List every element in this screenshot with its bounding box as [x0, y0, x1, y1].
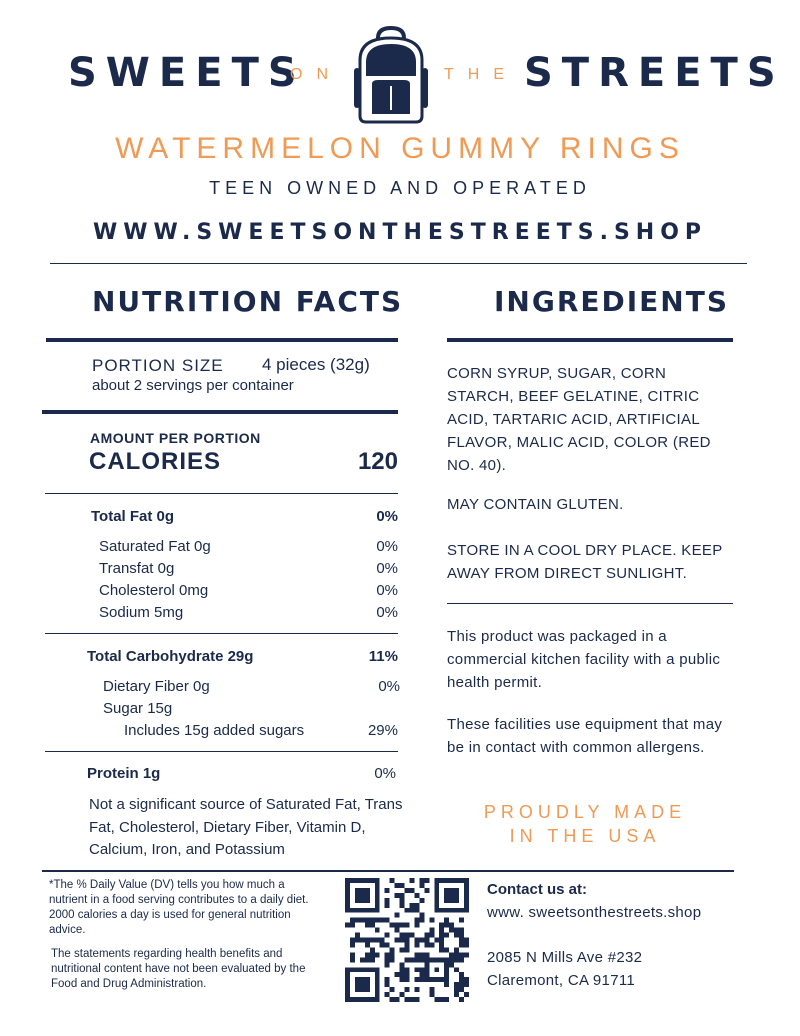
nutrition-rule-mid — [42, 410, 398, 414]
servings-text: about 2 servings per container — [92, 377, 294, 394]
ingredients-list: CORN SYRUP, SUGAR, CORN STARCH, BEEF GEL… — [447, 365, 711, 474]
ingredients-title: INGREDIENTS — [494, 285, 730, 318]
dietary-fiber-label: Dietary Fiber 0g — [103, 678, 210, 695]
rule-1 — [45, 493, 398, 494]
brand-streets: STREETS — [524, 50, 785, 96]
portion-label: PORTION SIZE — [92, 356, 224, 375]
header-divider — [50, 263, 747, 264]
cholesterol-label: Cholesterol 0mg — [99, 582, 209, 599]
sodium-label: Sodium 5mg — [99, 604, 184, 621]
website-link[interactable]: WWW.SWEETSONTHESTREETS.SHOP — [92, 220, 708, 245]
transfat-label: Transfat 0g — [99, 560, 175, 577]
transfat-value: 0% — [376, 560, 398, 577]
nutrition-title: NUTRITION FACTS — [92, 285, 404, 318]
daily-value-note: *The % Daily Value (DV) tells you how mu… — [49, 879, 309, 936]
footer-divider — [42, 870, 734, 872]
saturated-fat-label: Saturated Fat 0g — [99, 538, 211, 555]
saturated-fat-value: 0% — [376, 538, 398, 555]
cholesterol-value: 0% — [376, 582, 398, 599]
qr-code-icon[interactable] — [345, 878, 469, 1002]
total-carb-label: Total Carbohydrate 29g — [87, 648, 254, 665]
rule-3 — [45, 751, 398, 752]
amount-label: AMOUNT PER PORTION — [90, 430, 261, 446]
product-name: WATERMELON GUMMY RINGS — [115, 132, 685, 165]
allergen-statement: These facilities use equipment that may … — [447, 716, 723, 756]
portion-value: 4 pieces (32g) — [262, 355, 370, 374]
added-sugars-label: Includes 15g added sugars — [124, 722, 305, 739]
nutrition-note: Not a significant source of Saturated Fa… — [89, 796, 403, 858]
gluten-warning: MAY CONTAIN GLUTEN. — [447, 496, 624, 513]
backpack-icon — [352, 24, 430, 124]
ingredients-divider — [447, 603, 733, 604]
contact-website[interactable]: www. sweetsonthestreets.shop — [487, 904, 702, 921]
contact-label: Contact us at: — [487, 881, 588, 898]
tagline: TEEN OWNED AND OPERATED — [209, 178, 591, 198]
brand-the: THE — [444, 66, 518, 83]
rule-2 — [45, 633, 398, 634]
protein-label: Protein 1g — [87, 765, 161, 782]
facility-statement: This product was packaged in a commercia… — [447, 628, 721, 691]
total-fat-label: Total Fat 0g — [91, 508, 175, 525]
calories-label: CALORIES — [89, 448, 222, 475]
address-line2: Claremont, CA 91711 — [487, 972, 636, 989]
added-sugars-value: 29% — [367, 722, 398, 739]
sugar-label: Sugar 15g — [103, 700, 173, 717]
ingredients-rule-top — [447, 338, 733, 342]
brand-sweets: SWEETS — [68, 50, 306, 96]
calories-value: 120 — [357, 448, 398, 475]
brand-on: ON — [290, 66, 342, 83]
dietary-fiber-value: 0% — [378, 678, 400, 695]
made-in-usa-line1: PROUDLY MADE — [483, 802, 687, 822]
address-line1: 2085 N Mills Ave #232 — [487, 949, 643, 966]
storage-instructions: STORE IN A COOL DRY PLACE. KEEP AWAY FRO… — [447, 542, 723, 582]
sodium-value: 0% — [376, 604, 398, 621]
total-carb-value: 11% — [368, 648, 398, 665]
fda-disclaimer: The statements regarding health benefits… — [51, 948, 306, 990]
made-in-usa-line2: IN THE USA — [509, 826, 661, 846]
total-fat-value: 0% — [376, 508, 398, 525]
nutrition-rule-top — [46, 338, 398, 342]
protein-value: 0% — [374, 765, 396, 782]
